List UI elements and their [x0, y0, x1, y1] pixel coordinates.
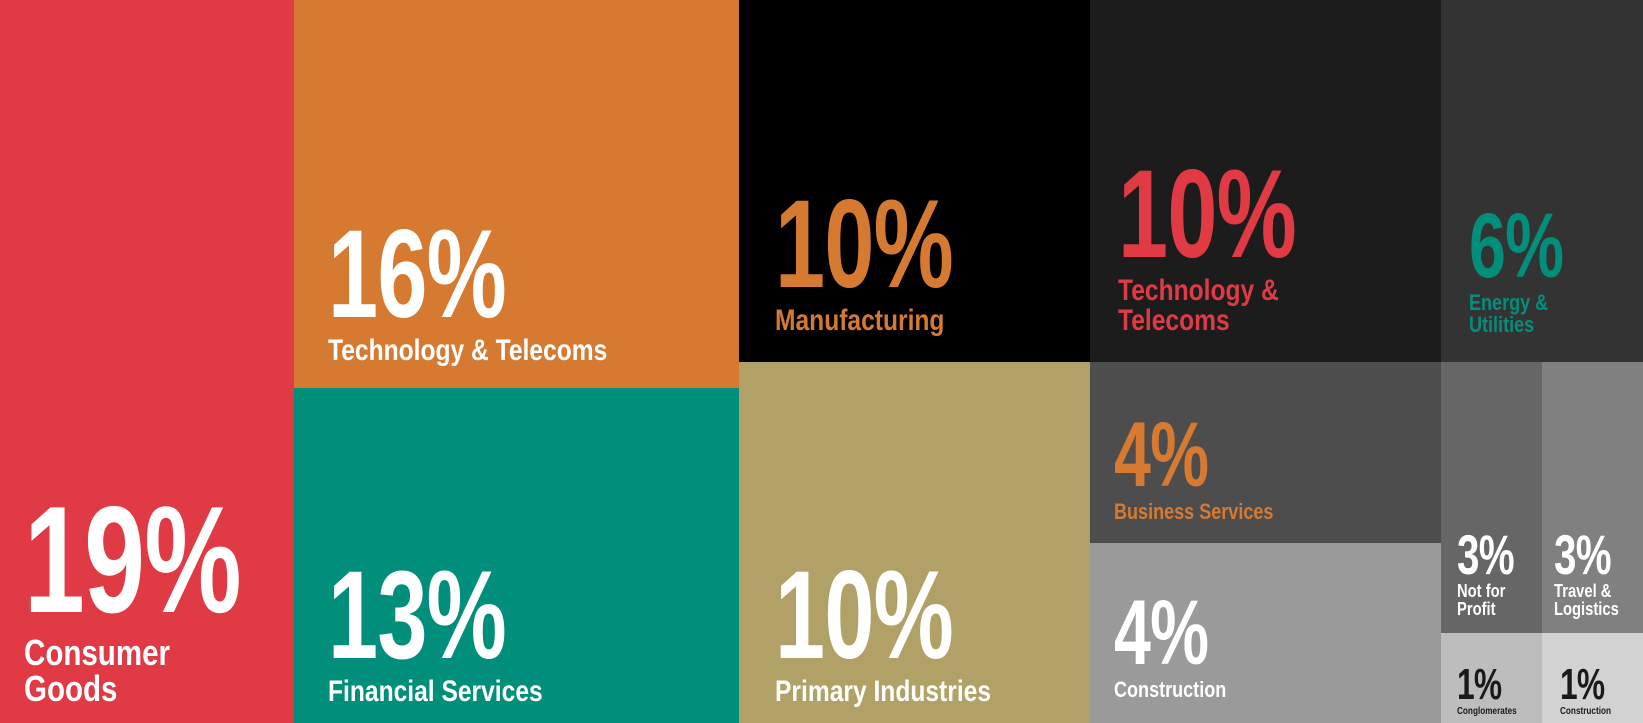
percentage-value: 6%: [1469, 195, 1564, 298]
category-label: Technology & Telecoms: [1118, 274, 1279, 337]
category-label: Energy & Utilities: [1469, 290, 1549, 337]
percentage-value: 1%: [1560, 660, 1605, 710]
tile-text: 10% Primary Industries: [775, 545, 1038, 708]
tile-financial-services-2: 13% Financial Services: [294, 388, 739, 723]
category-label: Primary Industries: [775, 675, 992, 708]
tile-not-for-profit-9: 3% Not for Profit: [1441, 362, 1542, 633]
category-label: Manufacturing: [775, 304, 945, 337]
percentage-value: 10%: [775, 545, 954, 685]
tile-construction-12: 1% Construction: [1542, 633, 1643, 723]
percentage-value: 4%: [1114, 582, 1209, 685]
category-label: Consumer Goods: [24, 632, 170, 709]
tile-text: 1% Conglomerates: [1457, 660, 1530, 717]
category-label: Financial Services: [328, 675, 543, 708]
percentage-value: 10%: [1118, 144, 1297, 284]
category-label: Travel & Logistics: [1554, 581, 1619, 619]
tile-consumer-goods-0: 19% Consumer Goods: [0, 0, 294, 723]
percentage-value: 1%: [1457, 660, 1502, 710]
tile-text: 1% Construction: [1560, 660, 1622, 717]
tile-text: 4% Construction: [1114, 582, 1251, 702]
tile-primary-industries-4: 10% Primary Industries: [739, 362, 1090, 723]
tile-text: 16% Technology & Telecoms: [328, 204, 669, 367]
tile-text: 3% Travel & Logistics: [1554, 522, 1633, 619]
tile-text: 3% Not for Profit: [1457, 522, 1536, 619]
category-label: Business Services: [1114, 499, 1274, 524]
tile-business-services-7: 4% Business Services: [1090, 362, 1441, 543]
tile-manufacturing-3: 10% Manufacturing: [739, 0, 1090, 362]
tile-technology-and-telecoms-1: 16% Technology & Telecoms: [294, 0, 739, 388]
category-label: Construction: [1560, 706, 1612, 717]
tile-text: 4% Business Services: [1114, 404, 1308, 524]
tile-text: 6% Energy & Utilities: [1469, 195, 1643, 337]
category-label: Not for Profit: [1457, 581, 1506, 619]
category-label: Technology & Telecoms: [328, 334, 608, 367]
percentage-value: 13%: [328, 545, 507, 685]
tile-technology-and-telecoms-5: 10% Technology & Telecoms: [1090, 0, 1441, 362]
tile-construction-8: 4% Construction: [1090, 543, 1441, 723]
tile-text: 13% Financial Services: [328, 545, 590, 708]
tile-energy-and-utilities-6: 6% Energy & Utilities: [1441, 0, 1643, 362]
percentage-value: 10%: [775, 174, 954, 314]
percentage-value: 4%: [1114, 404, 1209, 507]
percentage-value: 16%: [328, 204, 507, 344]
tile-text: 10% Technology & Telecoms: [1118, 144, 1441, 337]
category-label: Construction: [1114, 677, 1227, 702]
tile-text: 10% Manufacturing: [775, 174, 1022, 337]
tile-conglomerates-11: 1% Conglomerates: [1441, 633, 1542, 723]
tile-travel-and-logistics-10: 3% Travel & Logistics: [1542, 362, 1643, 633]
category-label: Conglomerates: [1457, 706, 1517, 717]
percentage-value: 3%: [1457, 522, 1515, 586]
tile-text: 19% Consumer Goods: [24, 475, 294, 709]
percentage-value: 3%: [1554, 522, 1612, 586]
percentage-value: 19%: [24, 475, 242, 646]
